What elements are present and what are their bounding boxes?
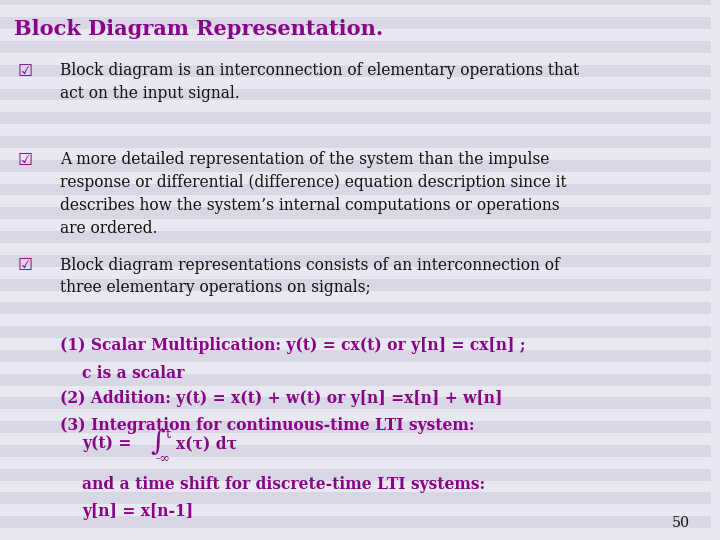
Text: ☑: ☑: [18, 62, 33, 80]
Bar: [0, 112, 711, 124]
Text: 50: 50: [672, 516, 690, 530]
Bar: [0, 469, 711, 481]
Text: c is a scalar: c is a scalar: [82, 364, 184, 381]
Bar: [0, 65, 711, 77]
Text: (1) Scalar Multiplication: y(t) = cx(t) or y[n] = cx[n] ;: (1) Scalar Multiplication: y(t) = cx(t) …: [60, 338, 526, 354]
Bar: [0, 362, 711, 374]
Text: Block diagram is an interconnection of elementary operations that
act on the inp: Block diagram is an interconnection of e…: [60, 62, 580, 102]
Bar: [0, 492, 711, 504]
Text: -∞: -∞: [155, 451, 170, 464]
Bar: [0, 504, 711, 516]
Bar: [0, 350, 711, 362]
Bar: [0, 314, 711, 326]
Bar: [0, 160, 711, 172]
Bar: [0, 0, 711, 5]
Bar: [0, 374, 711, 386]
Bar: [0, 338, 711, 350]
Bar: [0, 528, 711, 540]
Bar: [0, 231, 711, 243]
Bar: [0, 100, 711, 112]
Text: y[n] = x[n-1]: y[n] = x[n-1]: [82, 503, 193, 520]
Text: x(τ) dτ: x(τ) dτ: [176, 435, 238, 453]
Text: Block diagram representations consists of an interconnection of
three elementary: Block diagram representations consists o…: [60, 256, 560, 296]
Text: y(t) =: y(t) =: [82, 435, 137, 453]
Bar: [0, 397, 711, 409]
Bar: [0, 41, 711, 53]
Bar: [0, 124, 711, 136]
Bar: [0, 243, 711, 255]
Bar: [0, 77, 711, 89]
Text: ☑: ☑: [18, 151, 33, 169]
Bar: [0, 5, 711, 17]
Bar: [0, 17, 711, 29]
Bar: [0, 433, 711, 445]
Bar: [0, 516, 711, 528]
Bar: [0, 184, 711, 195]
Bar: [0, 89, 711, 100]
Bar: [0, 279, 711, 291]
Text: (2) Addition: y(t) = x(t) + w(t) or y[n] =x[n] + w[n]: (2) Addition: y(t) = x(t) + w(t) or y[n]…: [60, 390, 503, 407]
Bar: [0, 207, 711, 219]
Text: A more detailed representation of the system than the impulse
response or differ: A more detailed representation of the sy…: [60, 151, 567, 237]
Bar: [0, 386, 711, 397]
Bar: [0, 219, 711, 231]
Bar: [0, 136, 711, 148]
Bar: [0, 172, 711, 184]
Bar: [0, 291, 711, 302]
Bar: [0, 267, 711, 279]
Bar: [0, 445, 711, 457]
Bar: [0, 326, 711, 338]
Text: t: t: [166, 428, 171, 441]
Bar: [0, 255, 711, 267]
Bar: [0, 53, 711, 65]
Bar: [0, 148, 711, 160]
Bar: [0, 302, 711, 314]
Text: ☑: ☑: [18, 256, 33, 274]
Text: (3) Integration for continuous-time LTI system:: (3) Integration for continuous-time LTI …: [60, 417, 475, 434]
Bar: [0, 481, 711, 492]
Bar: [0, 457, 711, 469]
Text: ∫: ∫: [150, 429, 166, 456]
Bar: [0, 29, 711, 41]
Text: Block Diagram Representation.: Block Diagram Representation.: [14, 19, 384, 39]
Bar: [0, 409, 711, 421]
Text: and a time shift for discrete-time LTI systems:: and a time shift for discrete-time LTI s…: [82, 476, 485, 493]
Bar: [0, 195, 711, 207]
Bar: [0, 421, 711, 433]
